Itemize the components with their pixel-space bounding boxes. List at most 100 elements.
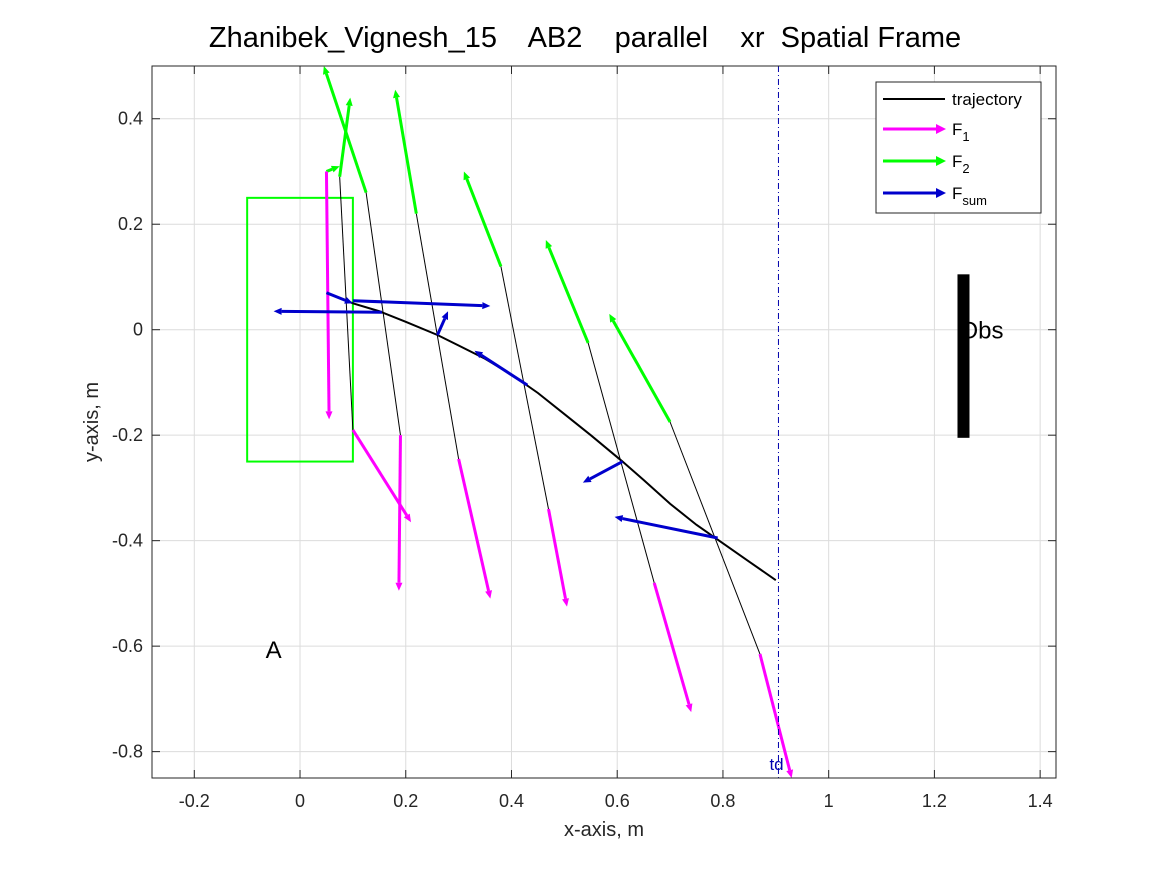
f1-arrow-shaft bbox=[324, 171, 331, 412]
legend-label: trajectory bbox=[952, 90, 1022, 109]
legend-label-subscript: 1 bbox=[962, 129, 969, 144]
trajectory-layer bbox=[326, 291, 777, 582]
f2-arrow bbox=[545, 240, 590, 344]
f1-arrow-head bbox=[485, 590, 492, 599]
x-tick-label: -0.2 bbox=[179, 791, 210, 811]
f1-arrow-head bbox=[403, 513, 412, 523]
x-tick-label: 0.6 bbox=[605, 791, 630, 811]
legend-item: trajectory bbox=[883, 90, 1022, 109]
f1-arrow-shaft bbox=[397, 435, 402, 583]
x-tick-label: 1 bbox=[824, 791, 834, 811]
f2-arrow bbox=[609, 313, 672, 423]
f1-arrow-head bbox=[395, 582, 403, 591]
fsum-arrow bbox=[582, 460, 624, 483]
fsum-arrow bbox=[436, 311, 449, 336]
axes-frame bbox=[151, 65, 1057, 779]
x-tick-label: 0 bbox=[295, 791, 305, 811]
y-tick-label: 0.2 bbox=[118, 214, 143, 234]
f2-arrow bbox=[393, 89, 418, 214]
fsum-arrow-shaft bbox=[436, 317, 447, 336]
legend-label-subscript: sum bbox=[962, 193, 987, 208]
start-label: A bbox=[266, 637, 282, 664]
legend-swatch-arrowhead bbox=[936, 156, 946, 166]
x-tick-labels: -0.2 0 0.2 0.4 0.6 0.8 1 1.2 1.4 bbox=[179, 791, 1053, 811]
obstacle-label: Obs bbox=[959, 318, 1003, 345]
f2-arrow bbox=[323, 66, 368, 194]
f1-arrow-head bbox=[325, 411, 333, 420]
f1-arrow-shaft bbox=[758, 653, 792, 771]
chart-title: Zhanibek_Vignesh_15 AB2 parallel xr Spat… bbox=[209, 22, 961, 54]
f1-arrow-shaft bbox=[652, 582, 691, 705]
fsum-arrow bbox=[474, 350, 529, 387]
legend-swatch-arrowhead bbox=[936, 124, 946, 134]
f1-arrow-head bbox=[685, 703, 693, 713]
y-tick-label: -0.2 bbox=[112, 425, 143, 445]
f1-arrow-head bbox=[562, 598, 569, 607]
f1-arrow-shaft bbox=[547, 508, 567, 600]
y-tick-label: 0 bbox=[133, 320, 143, 340]
f1-arrow bbox=[652, 582, 693, 713]
f2-arrow-shaft bbox=[611, 320, 672, 423]
y-tick-label: -0.8 bbox=[112, 742, 143, 762]
f2-arrow-head bbox=[345, 97, 353, 107]
f2-arrow bbox=[463, 171, 503, 267]
y-tick-label: -0.6 bbox=[112, 636, 143, 656]
fsum-arrow-head bbox=[614, 515, 624, 522]
fsum-arrow-shaft bbox=[589, 460, 624, 481]
x-tick-label: 0.4 bbox=[499, 791, 524, 811]
x-tick-label: 1.4 bbox=[1028, 791, 1053, 811]
legend-box bbox=[875, 81, 1042, 214]
x-axis-label: x-axis, m bbox=[564, 819, 644, 841]
x-tick-label: 0.2 bbox=[393, 791, 418, 811]
legend-swatch-arrowhead bbox=[936, 188, 946, 198]
f1-arrow bbox=[351, 429, 412, 523]
fsum-arrow-head bbox=[582, 475, 592, 483]
fsum-arrow bbox=[614, 515, 718, 540]
f1-arrow-shaft bbox=[457, 458, 491, 592]
fsum-arrow-head bbox=[441, 311, 449, 320]
f2-arrow-head bbox=[323, 66, 330, 75]
f2-arrow-shaft bbox=[324, 73, 368, 194]
start-box bbox=[246, 196, 354, 463]
f1-arrow bbox=[395, 435, 403, 591]
f1-arrow bbox=[324, 171, 333, 420]
f2-arrow-shaft bbox=[465, 178, 503, 267]
force-arrows bbox=[273, 66, 794, 778]
f2-arrow-head bbox=[463, 171, 471, 181]
f2-arrow bbox=[338, 97, 353, 177]
f2-arrow-shaft bbox=[338, 105, 351, 177]
x-tick-label: 0.8 bbox=[710, 791, 735, 811]
fsum-arrow-shaft bbox=[480, 353, 529, 387]
f2-arrow-head bbox=[545, 240, 553, 249]
fsum-arrow-shaft bbox=[352, 299, 483, 308]
fsum-arrow-head bbox=[273, 307, 282, 315]
f1-arrow-shaft bbox=[351, 429, 409, 517]
y-tick-label: 0.4 bbox=[118, 109, 143, 129]
connector-line bbox=[415, 213, 460, 460]
x-tick-label: 1.2 bbox=[922, 791, 947, 811]
legend-label-subscript: 2 bbox=[962, 161, 969, 176]
fsum-arrow-head bbox=[482, 302, 491, 310]
f2-arrow bbox=[325, 165, 340, 173]
annotations: td Obs A bbox=[266, 66, 1004, 778]
f2-arrow-shaft bbox=[325, 167, 333, 173]
fsum-arrow-head bbox=[474, 350, 484, 359]
y-tick-labels: -0.8 -0.6 -0.4 -0.2 0 0.2 0.4 bbox=[112, 109, 143, 762]
y-tick-label: -0.4 bbox=[112, 531, 143, 551]
f2-arrow-head bbox=[609, 313, 617, 323]
f1-arrow bbox=[758, 653, 794, 778]
fsum-arrow bbox=[273, 307, 382, 315]
f2-arrow-shaft bbox=[395, 97, 418, 214]
obstacle-bar bbox=[957, 274, 970, 438]
y-axis-label: y-axis, m bbox=[81, 382, 103, 462]
td-label: td bbox=[769, 755, 783, 774]
trajectory-line bbox=[326, 291, 777, 582]
f1-arrow-head bbox=[786, 769, 794, 778]
fsum-arrow bbox=[352, 299, 491, 310]
fsum-arrow-shaft bbox=[622, 517, 718, 540]
start-region bbox=[246, 196, 354, 463]
fsum-arrow-head bbox=[344, 297, 353, 304]
f2-arrow-shaft bbox=[547, 246, 590, 344]
